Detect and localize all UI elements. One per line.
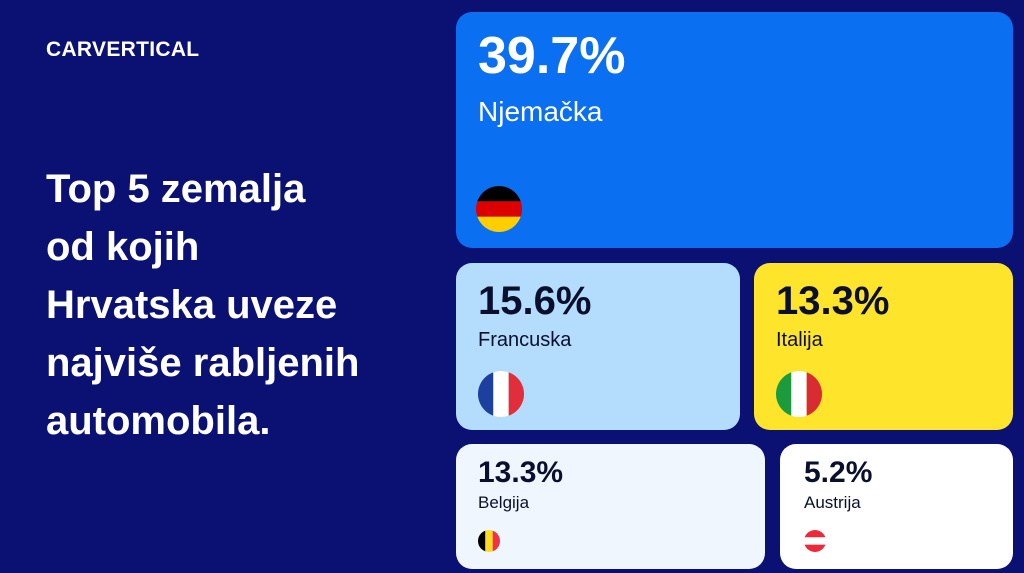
value-label-belgium: 13.3%: [478, 456, 564, 489]
italy-flag-icon: [776, 371, 822, 417]
headline-line: od kojih: [46, 225, 200, 269]
value-label-germany: 39.7%: [478, 27, 626, 85]
headline-line: automobila.: [46, 399, 271, 443]
belgium-flag-icon: [478, 530, 500, 552]
headline: Top 5 zemalja od kojih Hrvatska uveze na…: [46, 160, 426, 450]
category-label-france: Francuska: [478, 329, 572, 351]
tile-france: 15.6% Francuska: [456, 263, 740, 430]
headline-line: Hrvatska uveze: [46, 283, 338, 327]
tile-germany: 39.7% Njemačka: [456, 12, 1013, 248]
austria-flag-icon: [804, 530, 826, 552]
tile-austria: 5.2% Austrija: [780, 444, 1013, 569]
category-label-italy: Italija: [776, 329, 823, 351]
category-label-belgium: Belgija: [478, 493, 530, 512]
germany-flag-icon: [476, 186, 522, 232]
tile-italy: 13.3% Italija: [754, 263, 1013, 430]
tile-belgium: 13.3% Belgija: [456, 444, 765, 569]
value-label-italy: 13.3%: [776, 279, 890, 323]
headline-line: Top 5 zemalja: [46, 167, 306, 211]
value-label-austria: 5.2%: [804, 456, 873, 489]
category-label-germany: Njemačka: [478, 96, 603, 127]
value-label-france: 15.6%: [478, 279, 592, 323]
france-flag-icon: [478, 371, 524, 417]
category-label-austria: Austrija: [804, 493, 861, 512]
headline-line: najviše rabljenih: [46, 341, 360, 385]
carvertical-logo: CARVERTICAL: [46, 38, 200, 61]
